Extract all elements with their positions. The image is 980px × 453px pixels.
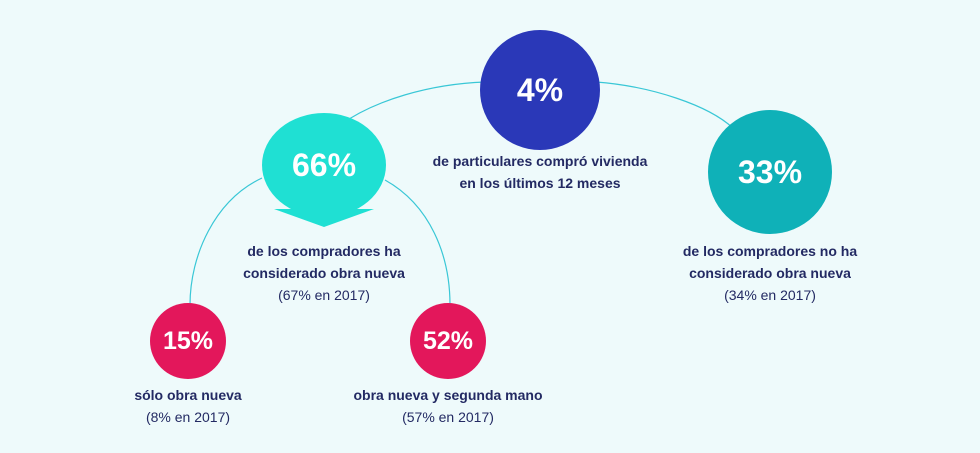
only-new-circle: 15% bbox=[150, 303, 226, 379]
considered-label-line1: de los compradores ha bbox=[247, 243, 401, 259]
center-label: de particulares compró vivienda en los ú… bbox=[400, 150, 680, 194]
not-considered-label-line2: considerado obra nueva bbox=[689, 265, 851, 281]
not-considered-label: de los compradores no ha considerado obr… bbox=[658, 240, 882, 306]
connector-center-to-not-considered bbox=[595, 81, 736, 131]
considered-note: (67% en 2017) bbox=[278, 287, 370, 303]
center-label-line2: en los últimos 12 meses bbox=[459, 175, 621, 191]
new-and-used-label: obra nueva y segunda mano (57% en 2017) bbox=[328, 384, 568, 428]
considered-label: de los compradores ha considerado obra n… bbox=[214, 240, 434, 306]
only-new-label-line1: sólo obra nueva bbox=[134, 387, 242, 403]
connector-considered-to-new-and-used bbox=[384, 179, 451, 306]
considered-circle: 66% bbox=[262, 113, 386, 227]
center-label-line1: de particulares compró vivienda bbox=[432, 153, 648, 169]
only-new-label: sólo obra nueva (8% en 2017) bbox=[100, 384, 276, 428]
only-new-note: (8% en 2017) bbox=[145, 409, 231, 425]
considered-bubble-tail bbox=[274, 209, 374, 227]
not-considered-note: (34% en 2017) bbox=[724, 287, 816, 303]
only-new-value: 15% bbox=[162, 326, 214, 355]
not-considered-circle: 33% bbox=[708, 110, 832, 234]
not-considered-value: 33% bbox=[737, 153, 803, 190]
new-and-used-label-line1: obra nueva y segunda mano bbox=[353, 387, 543, 403]
not-considered-label-line1: de los compradores no ha bbox=[682, 243, 858, 259]
center-circle: 4% bbox=[480, 30, 600, 150]
connector-considered-to-only-new bbox=[189, 177, 263, 306]
considered-value: 66% bbox=[291, 146, 357, 183]
new-and-used-value: 52% bbox=[422, 326, 474, 355]
connector-center-to-considered bbox=[339, 81, 486, 126]
new-and-used-circle: 52% bbox=[410, 303, 486, 379]
new-and-used-note: (57% en 2017) bbox=[402, 409, 494, 425]
center-value: 4% bbox=[516, 71, 564, 108]
considered-label-line2: considerado obra nueva bbox=[243, 265, 405, 281]
